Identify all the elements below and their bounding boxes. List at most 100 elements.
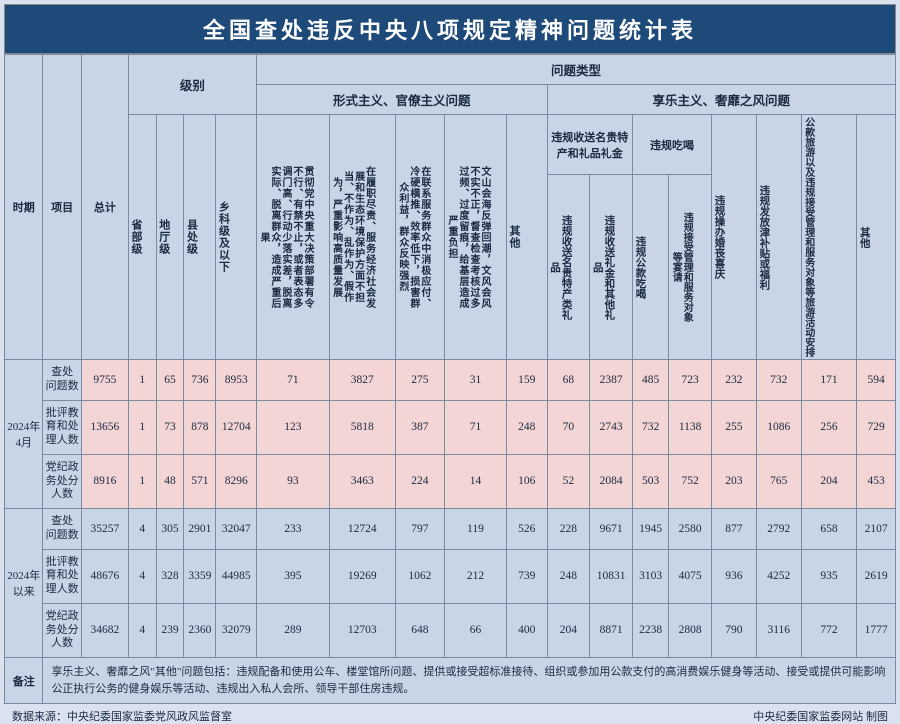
data-cell: 2387 [590, 360, 633, 401]
hdr-typeB-group: 享乐主义、奢靡之风问题 [547, 85, 896, 115]
data-cell: 48676 [81, 549, 128, 603]
data-cell: 878 [184, 400, 216, 454]
data-cell: 1 [128, 400, 156, 454]
data-cell: 65 [156, 360, 184, 401]
data-cell: 2808 [669, 603, 712, 657]
data-cell: 2580 [669, 509, 712, 550]
data-cell: 503 [632, 454, 668, 508]
data-cell: 4 [128, 549, 156, 603]
period-cell: 2024年4月 [5, 360, 43, 509]
hdr-tb-g1a: 违规收送名贵特产类礼品 [547, 175, 590, 360]
data-cell: 73 [156, 400, 184, 454]
data-cell: 275 [395, 360, 444, 401]
hdr-typeA-group: 形式主义、官僚主义问题 [257, 85, 547, 115]
stats-table: 时期 项目 总计 级别 问题类型 形式主义、官僚主义问题 享乐主义、奢靡之风问题… [4, 54, 896, 704]
hdr-level-c: 县处级 [184, 115, 216, 360]
data-cell: 526 [506, 509, 547, 550]
data-cell: 68 [547, 360, 590, 401]
data-cell: 1 [128, 454, 156, 508]
table-header: 时期 项目 总计 级别 问题类型 形式主义、官僚主义问题 享乐主义、奢靡之风问题… [5, 55, 896, 360]
data-cell: 5818 [329, 400, 395, 454]
table-row: 批评教育和处理人数1365617387812704123581838771248… [5, 400, 896, 454]
data-cell: 648 [395, 603, 444, 657]
data-cell: 66 [444, 603, 506, 657]
source-row: 数据来源：中央纪委国家监委党风政风监督室 中央纪委国家监委网站 制图 [4, 704, 896, 724]
hdr-level-group: 级别 [128, 55, 256, 115]
data-cell: 93 [257, 454, 330, 508]
data-cell: 1086 [756, 400, 801, 454]
page-title: 全国查处违反中央八项规定精神问题统计表 [4, 4, 896, 54]
hdr-ta-a: 贯彻党中央重大决策部署有令不行、有禁不止，或者表态多调门高、行动少落实差，脱离实… [257, 115, 330, 360]
data-cell: 8871 [590, 603, 633, 657]
data-cell: 19269 [329, 549, 395, 603]
hdr-ta-b: 在履职尽责、服务经济社会发展和生态环境保护方面不担当、不作为、乱作为、假作为，严… [329, 115, 395, 360]
data-cell: 1945 [632, 509, 668, 550]
hdr-tb-g1b: 违规收送礼金和其他礼品 [590, 175, 633, 360]
data-cell: 228 [547, 509, 590, 550]
table-row: 批评教育和处理人数4867643283359449853951926910622… [5, 549, 896, 603]
data-cell: 594 [857, 360, 896, 401]
item-cell: 批评教育和处理人数 [43, 549, 81, 603]
data-cell: 70 [547, 400, 590, 454]
table-body: 2024年4月查处问题数9755165736895371382727531159… [5, 360, 896, 658]
data-cell: 44985 [216, 549, 257, 603]
data-cell: 387 [395, 400, 444, 454]
data-cell: 34682 [81, 603, 128, 657]
data-cell: 658 [801, 509, 857, 550]
data-cell: 2792 [756, 509, 801, 550]
data-cell: 12703 [329, 603, 395, 657]
data-cell: 400 [506, 603, 547, 657]
table-row: 党纪政务处分人数34682423923603207928912703648664… [5, 603, 896, 657]
data-cell: 12704 [216, 400, 257, 454]
data-cell: 1062 [395, 549, 444, 603]
data-cell: 732 [756, 360, 801, 401]
data-cell: 9755 [81, 360, 128, 401]
data-cell: 1138 [669, 400, 712, 454]
data-cell: 797 [395, 509, 444, 550]
data-cell: 765 [756, 454, 801, 508]
data-cell: 48 [156, 454, 184, 508]
data-cell: 71 [257, 360, 330, 401]
data-cell: 305 [156, 509, 184, 550]
data-cell: 732 [632, 400, 668, 454]
hdr-ta-e: 其他 [506, 115, 547, 360]
data-cell: 123 [257, 400, 330, 454]
data-cell: 1 [128, 360, 156, 401]
data-cell: 485 [632, 360, 668, 401]
data-cell: 8953 [216, 360, 257, 401]
data-cell: 3116 [756, 603, 801, 657]
hdr-tb-g2b: 违规接受管理和服务对象等宴请 [669, 175, 712, 360]
data-cell: 4 [128, 603, 156, 657]
hdr-tb-g2: 违规吃喝 [632, 115, 711, 175]
hdr-tb-e: 公款旅游以及违规接受管理和服务对象等旅游活动安排 [801, 115, 857, 360]
data-cell: 752 [669, 454, 712, 508]
data-cell: 4075 [669, 549, 712, 603]
hdr-level-d: 乡科级及以下 [216, 115, 257, 360]
data-cell: 71 [444, 400, 506, 454]
data-cell: 289 [257, 603, 330, 657]
data-cell: 13656 [81, 400, 128, 454]
data-cell: 239 [156, 603, 184, 657]
hdr-level-b: 地厅级 [156, 115, 184, 360]
data-cell: 729 [857, 400, 896, 454]
item-cell: 查处问题数 [43, 509, 81, 550]
data-cell: 395 [257, 549, 330, 603]
note-text: 享乐主义、奢靡之风"其他"问题包括：违规配备和使用公车、楼堂馆所问题、提供或接受… [43, 658, 896, 704]
hdr-level-a: 省部级 [128, 115, 156, 360]
source-right: 中央纪委国家监委网站 制图 [753, 708, 888, 724]
data-cell: 32079 [216, 603, 257, 657]
item-cell: 党纪政务处分人数 [43, 603, 81, 657]
data-cell: 736 [184, 360, 216, 401]
note-label: 备注 [5, 658, 43, 704]
data-cell: 248 [506, 400, 547, 454]
data-cell: 8296 [216, 454, 257, 508]
data-cell: 203 [711, 454, 756, 508]
data-cell: 3463 [329, 454, 395, 508]
data-cell: 31 [444, 360, 506, 401]
data-cell: 12724 [329, 509, 395, 550]
data-cell: 2107 [857, 509, 896, 550]
hdr-item: 项目 [43, 55, 81, 360]
hdr-ta-d: 文山会海反弹回潮，文风会风不实不正，督查检查考核过多过频、过度留痕，给基层造成严… [444, 115, 506, 360]
data-cell: 2619 [857, 549, 896, 603]
data-cell: 52 [547, 454, 590, 508]
